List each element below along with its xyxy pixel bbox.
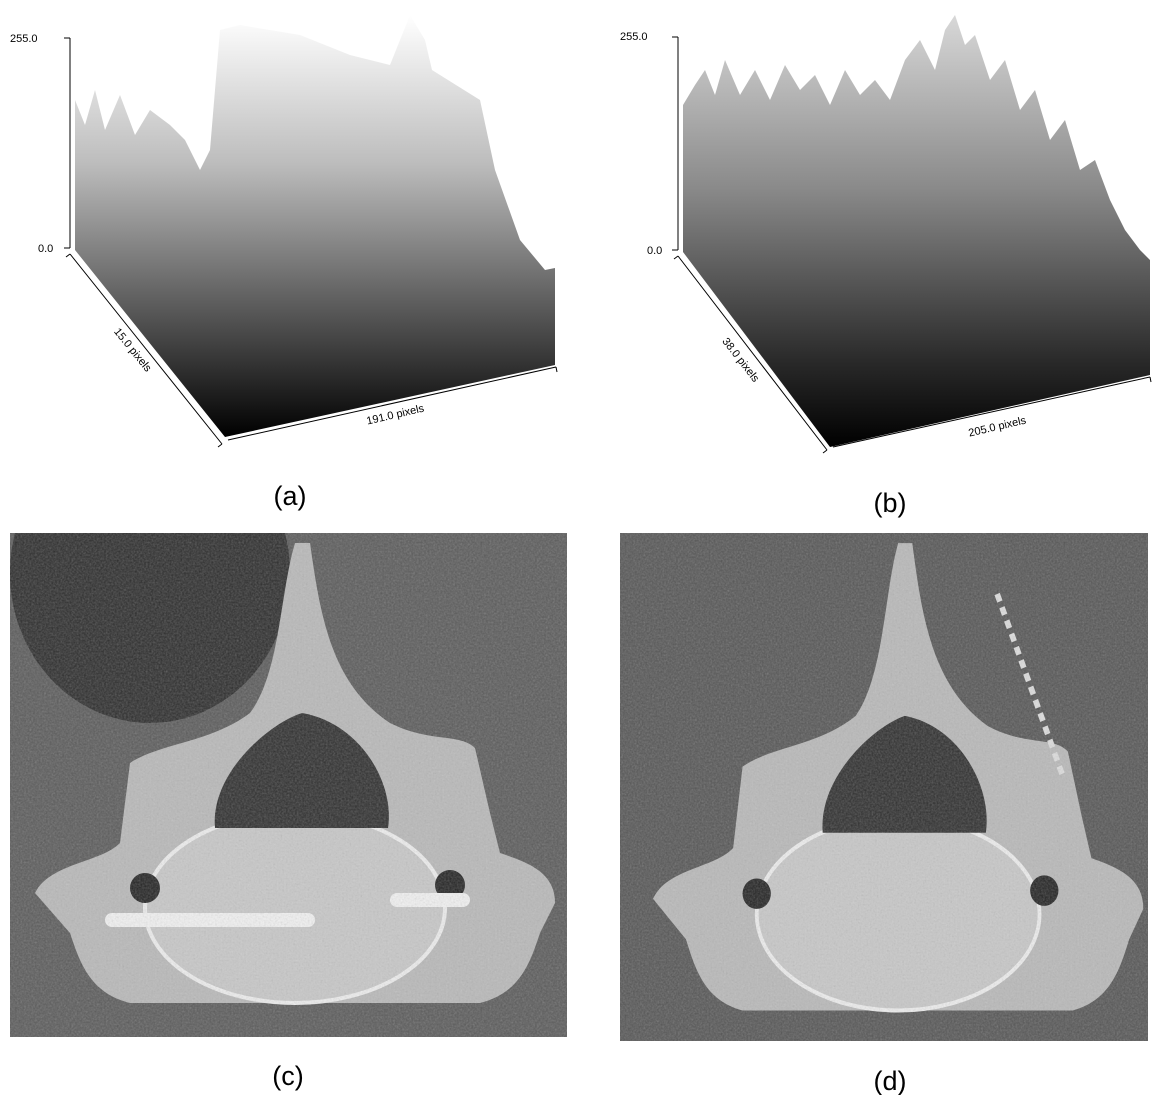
ct-image-d: (d) bbox=[620, 533, 1148, 1095]
z-min-label: 0.0 bbox=[647, 245, 662, 257]
panel-label: (d) bbox=[874, 1066, 907, 1095]
figure: 255.0 0.0 15.0 pixels 191.0 pixels (a) 2… bbox=[0, 0, 1157, 1095]
z-min-label: 0.0 bbox=[38, 243, 53, 255]
z-max-label: 255.0 bbox=[620, 31, 648, 43]
panel-label: (b) bbox=[874, 488, 907, 518]
width-label: 205.0 pixels bbox=[967, 415, 1027, 440]
width-label: 191.0 pixels bbox=[365, 403, 425, 428]
panel-label: (c) bbox=[272, 1061, 303, 1091]
surface bbox=[75, 15, 555, 437]
ct-image-c: (c) bbox=[10, 423, 567, 1091]
surface-plot-b: 255.0 0.0 38.0 pixels 205.0 pixels (b) bbox=[620, 15, 1151, 518]
panel-label: (a) bbox=[274, 481, 307, 511]
surface-plot-a: 255.0 0.0 15.0 pixels 191.0 pixels (a) bbox=[10, 15, 557, 511]
z-max-label: 255.0 bbox=[10, 33, 38, 45]
